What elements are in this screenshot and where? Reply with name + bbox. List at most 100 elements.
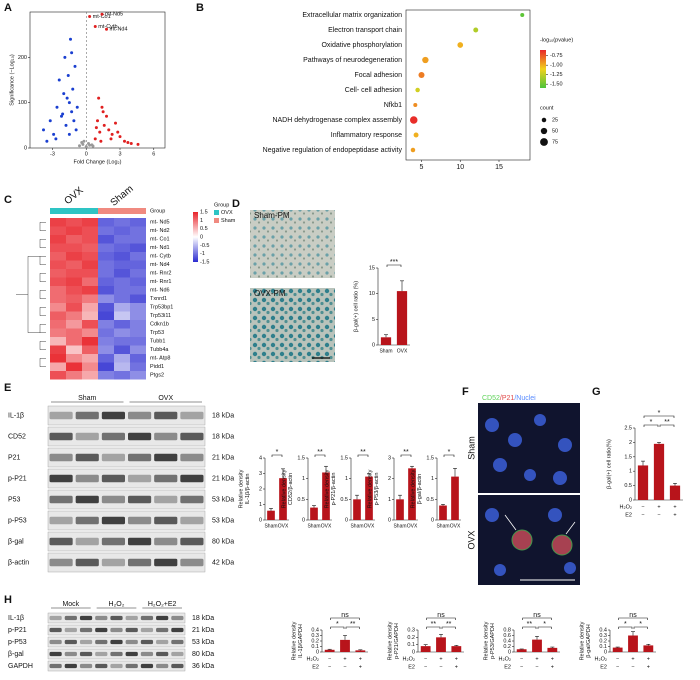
x-tick-label: 15 (495, 164, 503, 171)
cell (114, 277, 130, 286)
blot-label: IL-1β (8, 412, 24, 419)
kda-label: 80 kDa (192, 651, 214, 658)
x-tick-label: Sham (350, 523, 363, 529)
cell (66, 328, 82, 337)
cell (98, 337, 114, 346)
bar (653, 443, 665, 500)
panel-label: F (462, 386, 469, 398)
treatment-sign: − (520, 656, 523, 662)
cell (114, 303, 130, 312)
band (171, 615, 184, 621)
y-tick-label: 0.2 (503, 644, 511, 650)
band (101, 558, 125, 567)
y-tick-label: 0 (372, 342, 375, 348)
y-tick-label: 0.4 (311, 627, 319, 633)
treatment-sign: + (673, 504, 676, 510)
group-label: Mock (62, 601, 79, 608)
y-tick-label: 2 (388, 476, 391, 482)
treatment-sign: − (616, 664, 619, 670)
band (79, 639, 93, 645)
y-axis-label: Relative density (238, 469, 244, 508)
row-label: Sham (466, 436, 476, 460)
band (180, 474, 204, 483)
cell (50, 260, 66, 269)
band (49, 411, 73, 420)
colorbar-label: 1.5 (200, 209, 208, 215)
kda-label: 80 kDa (212, 538, 234, 545)
y-tick-label: 3 (388, 455, 391, 461)
band (95, 627, 108, 633)
band (180, 453, 204, 462)
bar (324, 649, 335, 652)
point (63, 55, 67, 59)
category-label: Cell- cell adhesion (345, 87, 402, 94)
colorbar-label: -1.50 (550, 82, 563, 88)
cell (66, 286, 82, 295)
treatment-label: H₂O₂ (619, 504, 632, 510)
row-label: Trp53i11 (150, 313, 171, 319)
bar (612, 647, 623, 652)
band (49, 474, 73, 483)
point (93, 137, 97, 141)
cell (66, 226, 82, 235)
band (101, 453, 125, 462)
colorbar-label: -1.25 (550, 72, 563, 78)
significance-bracket (522, 626, 537, 629)
band (125, 651, 138, 657)
significance-label: ** (664, 419, 670, 426)
y-tick-label: 1 (388, 497, 391, 503)
point (55, 105, 59, 109)
y-axis-label: Relative density (579, 621, 585, 660)
y-axis-label: β-gal(+) cell ratio(%) (606, 439, 612, 489)
band (140, 615, 154, 621)
dot (418, 71, 425, 79)
band (180, 516, 204, 525)
micrograph (250, 288, 335, 362)
point (94, 126, 98, 130)
point (75, 105, 79, 109)
x-tick-label: OVX (407, 523, 418, 529)
category-label: Inflammatory response (331, 132, 402, 139)
arrow (565, 521, 576, 535)
cell (66, 269, 82, 278)
band (49, 453, 73, 462)
cell (130, 260, 146, 269)
significance-label: ** (446, 621, 452, 628)
treatment-sign: − (328, 656, 331, 662)
point (99, 139, 103, 143)
cell (130, 235, 146, 244)
y-tick-label: 0.3 (311, 633, 319, 639)
band (125, 627, 138, 633)
cell (114, 218, 130, 227)
column-label: Sham (109, 183, 136, 208)
treatment-label: H₂O₂ (498, 656, 511, 662)
significance-bracket (330, 626, 345, 629)
band (110, 615, 123, 621)
treatment-sign: + (439, 656, 442, 662)
band (75, 432, 99, 441)
y-tick-label: 5 (372, 317, 375, 323)
point (118, 135, 122, 139)
band (128, 411, 152, 420)
point (74, 128, 78, 132)
plot-frame (29, 11, 166, 149)
band (154, 411, 178, 420)
bar (310, 507, 318, 520)
y-axis-label: p-P53/β-actin (374, 473, 380, 506)
significance-label: ns (341, 612, 349, 619)
significance-label: * (658, 410, 661, 417)
significance-bracket (643, 424, 659, 427)
cell (114, 286, 130, 295)
point (48, 119, 52, 123)
bar (628, 635, 638, 652)
band (128, 516, 152, 525)
treatment-label: E2 (312, 664, 319, 670)
bar (451, 646, 462, 652)
cell (130, 345, 146, 354)
annotation: mt-Nd5 (105, 12, 123, 18)
point (100, 105, 104, 109)
kda-label: 18 kDa (212, 412, 234, 419)
y-tick-label: 200 (18, 55, 27, 61)
legend-label: Sham (221, 218, 236, 224)
cell (82, 218, 98, 227)
